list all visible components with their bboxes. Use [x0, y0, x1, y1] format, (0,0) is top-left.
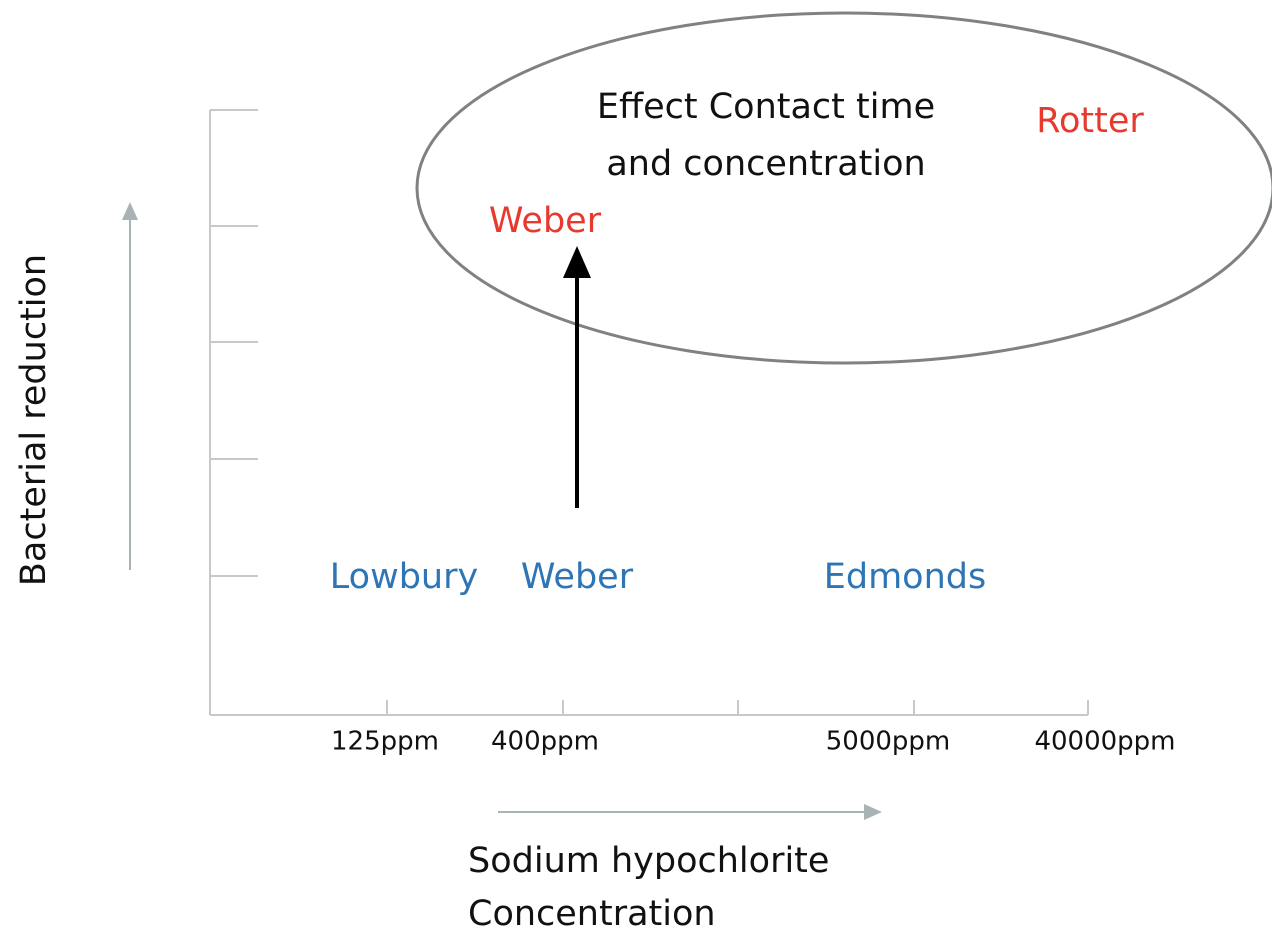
highlight-label: Weber [489, 201, 602, 241]
highlight-label: Rotter [1036, 101, 1144, 141]
ellipse-label: Effect Contact time [597, 87, 935, 127]
x-axis-label: Sodium hypochlorite [468, 841, 829, 881]
x-tick-label: 40000ppm [1034, 727, 1175, 757]
x-tick-label: 5000ppm [826, 727, 951, 757]
ellipse-label: and concentration [606, 144, 925, 184]
y-axis-label: Bacterial reduction [14, 254, 54, 586]
ellipse [415, 11, 1272, 365]
axes [209, 109, 1089, 716]
baseline-label: Lowbury [330, 557, 478, 597]
x-tick-label: 125ppm [331, 727, 439, 757]
baseline-label: Edmonds [824, 557, 986, 597]
x-axis-label: Concentration [468, 894, 716, 934]
baseline-label: Weber [521, 557, 634, 597]
x-tick-label: 400ppm [491, 727, 599, 757]
